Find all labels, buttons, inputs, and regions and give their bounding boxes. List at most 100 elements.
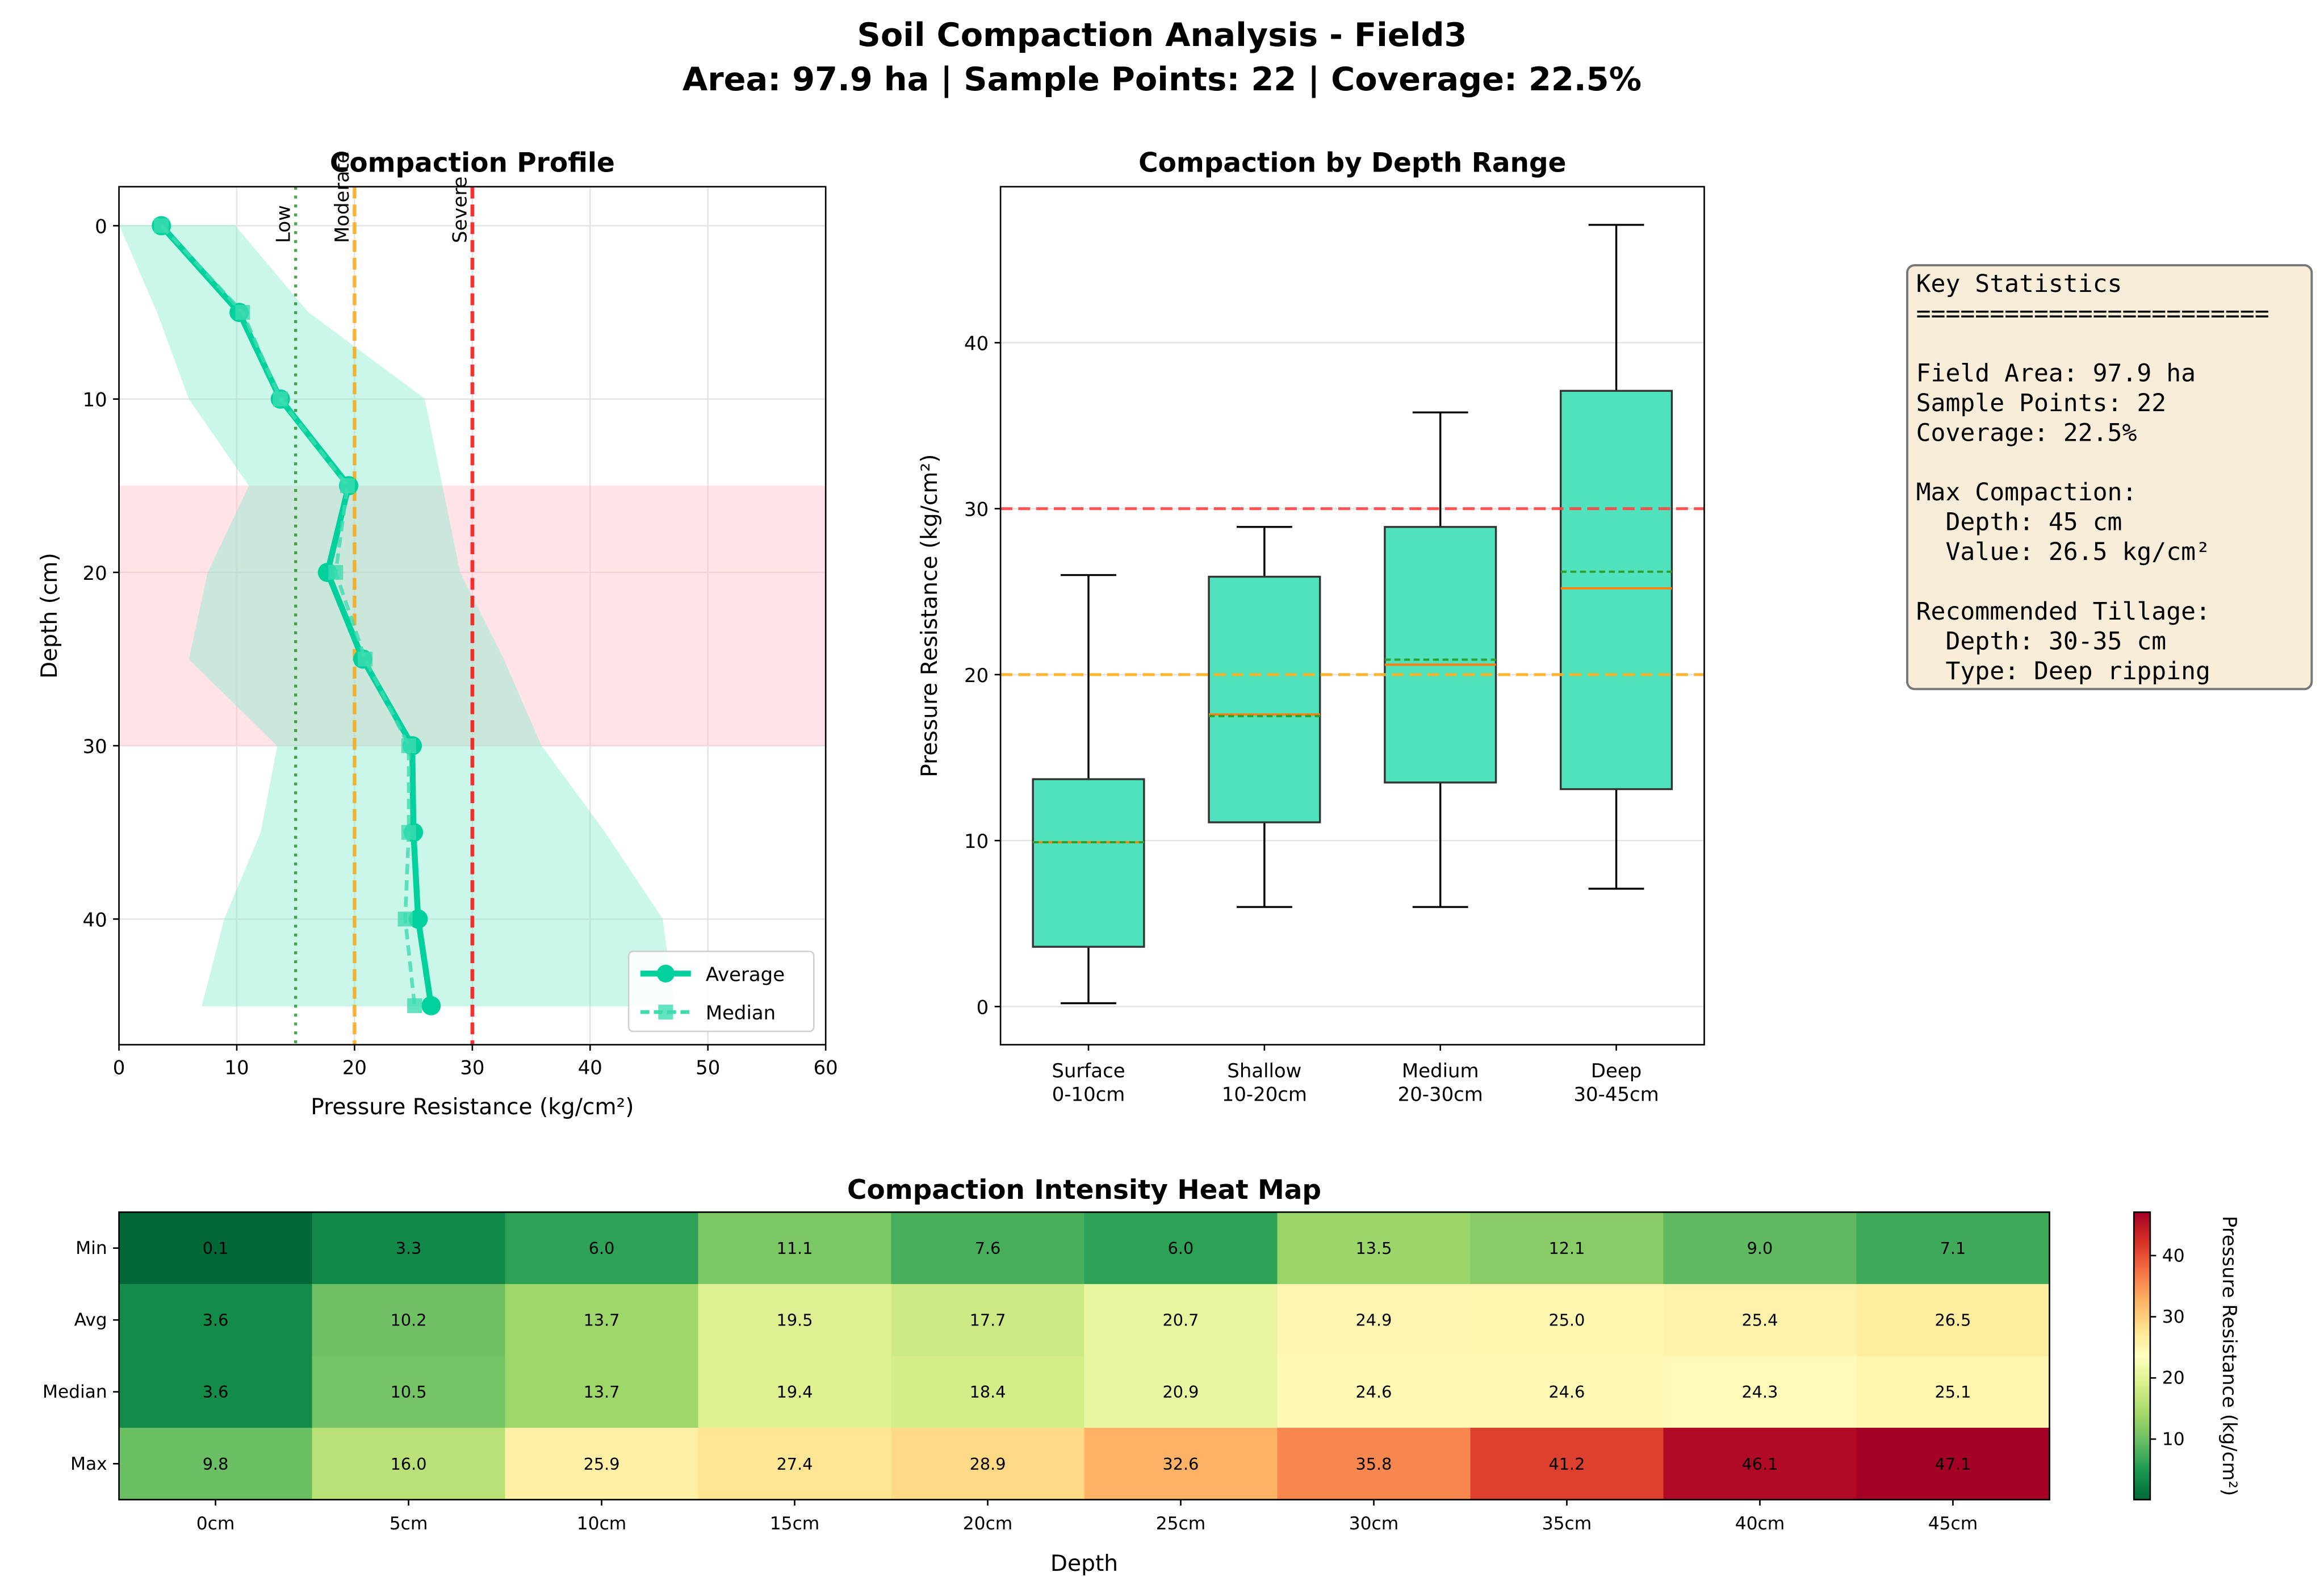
heatmap-cell-value: 25.0 — [1549, 1311, 1585, 1330]
heatmap-cell — [119, 1283, 313, 1357]
colorbar-tick-label: 40 — [2162, 1245, 2185, 1266]
colorbar-label: Pressure Resistance (kg/cm²) — [2218, 1216, 2241, 1496]
x-tick-label: 20 — [342, 1057, 367, 1079]
heatmap-cell — [698, 1212, 892, 1285]
heatmap-cell-value: 13.7 — [584, 1311, 620, 1330]
heatmap-cell — [1084, 1283, 1278, 1357]
y-tick-label: Max — [70, 1454, 107, 1474]
x-tick-sublabel: 30-45cm — [1573, 1084, 1659, 1106]
heatmap-cell-value: 9.0 — [1747, 1239, 1773, 1258]
stats-line: Sample Points: 22 — [1916, 389, 2167, 417]
series-line-median — [160, 224, 417, 1006]
y-axis-label: Pressure Resistance (kg/cm²) — [917, 454, 943, 777]
heatmap-cell — [1470, 1428, 1664, 1500]
heatmap-cell-value: 9.8 — [203, 1454, 229, 1474]
colorbar-tick-label: 10 — [2162, 1429, 2185, 1449]
heatmap-cell-value: 16.0 — [391, 1454, 427, 1474]
y-tick-label: 20 — [964, 664, 989, 687]
heatmap-cell — [891, 1212, 1085, 1285]
heatmap-cell — [698, 1428, 892, 1500]
box-shallow — [1208, 526, 1321, 908]
heatmap-cell-value: 28.9 — [970, 1454, 1006, 1474]
heatmap-cell — [1663, 1212, 1857, 1285]
heatmap-cell — [505, 1356, 699, 1429]
x-tick-label: 15cm — [770, 1513, 820, 1534]
median-point — [407, 998, 422, 1013]
heatmap-cell — [1470, 1356, 1664, 1429]
heatmap-cell-value: 17.7 — [970, 1311, 1006, 1330]
colorbar-tick-label: 20 — [2162, 1368, 2185, 1389]
x-tick-label: 40cm — [1735, 1513, 1785, 1534]
heatmap-cell-value: 3.6 — [203, 1382, 229, 1402]
x-tick-label: 20cm — [963, 1513, 1013, 1534]
stats-box-frame — [1906, 264, 2313, 691]
heatmap-cell-value: 3.6 — [203, 1311, 229, 1330]
heatmap-cell — [505, 1428, 699, 1500]
stats-line: Field Area: 97.9 ha — [1916, 359, 2196, 387]
stats-line: Depth: 45 cm — [1916, 508, 2122, 537]
x-tick-label: 25cm — [1156, 1513, 1206, 1534]
heatmap-cell-value: 10.5 — [391, 1382, 427, 1402]
heatmap-cell-value: 25.4 — [1742, 1311, 1778, 1330]
stats-line: Max Compaction: — [1916, 478, 2137, 507]
x-tick-label: 50 — [696, 1057, 720, 1079]
threshold-label-severe: Severe — [449, 177, 471, 243]
median-point — [235, 305, 250, 320]
iqr-box — [1208, 575, 1321, 823]
box-deep — [1560, 224, 1673, 890]
median-point — [154, 218, 169, 233]
y-tick-label: Median — [43, 1382, 107, 1402]
heatmap-cell-value: 20.9 — [1163, 1382, 1199, 1402]
y-tick-label: 0 — [977, 996, 989, 1018]
y-tick-label: 10 — [964, 830, 989, 852]
x-tick-label: 10 — [224, 1057, 249, 1079]
x-tick-sublabel: 10-20cm — [1222, 1084, 1307, 1106]
average-point — [408, 909, 428, 929]
x-tick-label: 0cm — [196, 1513, 235, 1534]
heatmap-cell-value: 11.1 — [777, 1239, 813, 1258]
heatmap-cell — [1084, 1428, 1278, 1500]
x-tick-label: 45cm — [1928, 1513, 1978, 1534]
figure-subtitle: Area: 97.9 ha | Sample Points: 22 | Cove… — [682, 60, 1642, 99]
stats-line: Depth: 30-35 cm — [1916, 627, 2167, 655]
heatmap-cell — [312, 1356, 506, 1429]
compaction-profile-chart: Low Moderate Severe 0 10 20 30 40 50 60 0 10 20 30 40 P… — [37, 148, 838, 1120]
colorbar-tick-label: 30 — [2162, 1307, 2185, 1327]
median-point — [273, 391, 288, 407]
heatmap-cell-value: 18.4 — [970, 1382, 1006, 1402]
heatmap-cell-value: 24.6 — [1356, 1382, 1392, 1402]
median-point — [340, 478, 355, 494]
box-medium — [1384, 411, 1497, 908]
x-tick-label: 5cm — [390, 1513, 428, 1534]
stats-line: Value: 26.5 kg/cm² — [1916, 538, 2210, 566]
threshold-label-moderate: Moderate — [331, 152, 353, 243]
heatmap-cell-value: 20.7 — [1163, 1311, 1199, 1330]
figure-title: Soil Compaction Analysis - Field3 — [857, 16, 1467, 54]
heatmap-cell-value: 32.6 — [1163, 1454, 1199, 1474]
heatmap-cell — [312, 1212, 506, 1285]
min-max-range-fill — [119, 225, 675, 1007]
y-tick-label: 40 — [83, 909, 107, 931]
chart-title: Compaction by Depth Range — [1138, 148, 1566, 179]
y-tick-label: 20 — [83, 562, 107, 584]
box-surface — [1032, 574, 1145, 1005]
stats-line: ======================== — [1916, 299, 2269, 328]
median-point — [328, 565, 344, 580]
heatmap-cell — [1084, 1356, 1278, 1429]
heatmap-cell — [1470, 1283, 1664, 1357]
heatmap-cell — [119, 1356, 313, 1429]
y-tick-label: 10 — [83, 389, 107, 411]
x-tick-label: Shallow — [1227, 1060, 1301, 1082]
heatmap-cell — [1277, 1283, 1471, 1357]
legend-marker-circle — [656, 964, 675, 982]
heatmap-cell — [1856, 1283, 2050, 1357]
median-point — [358, 651, 373, 667]
heatmap-cell — [891, 1356, 1085, 1429]
x-tick-label: 60 — [814, 1057, 838, 1079]
heatmap-cell-value: 24.3 — [1742, 1382, 1778, 1402]
x-tick-label: 10cm — [577, 1513, 627, 1534]
heatmap-chart: 0.1 3.3 6.0 11.1 7.6 6.0 13.5 12.1 9.0 7.1 3.6 10.2… — [43, 1174, 2241, 1577]
heatmap-cell-value: 41.2 — [1549, 1454, 1585, 1474]
y-axis-label: Depth (cm) — [37, 553, 62, 679]
